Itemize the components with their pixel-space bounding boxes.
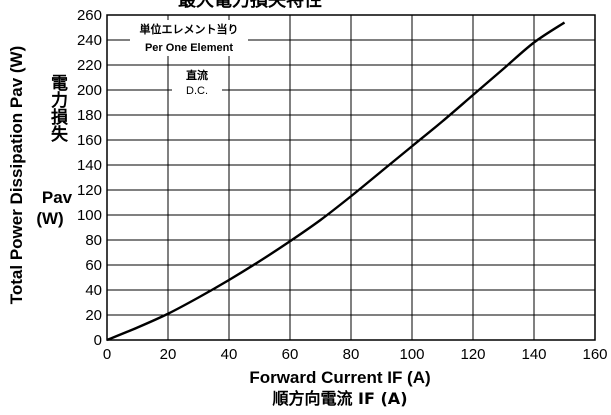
grid-lines	[106, 14, 596, 341]
y-tick-label: 80	[85, 232, 102, 249]
y-tick-label: 260	[77, 7, 102, 24]
y-tick-label: 40	[85, 282, 102, 299]
element-label-en: Per One Element	[145, 42, 233, 54]
plot-frame	[106, 14, 596, 341]
y-axis-title-jp: 電力損失	[47, 74, 68, 143]
x-tick-label: 20	[160, 346, 177, 363]
element-label-jp: 単位エレメント当り	[140, 22, 239, 36]
element-label-bg	[130, 20, 248, 56]
y-tick-label: 220	[77, 57, 102, 74]
x-tick-label: 140	[521, 346, 546, 363]
x-tick-label: 160	[582, 346, 607, 363]
x-tick-label: 40	[221, 346, 238, 363]
y-tick-label: 100	[77, 207, 102, 224]
y-tick-label: 20	[85, 307, 102, 324]
y-tick-label: 180	[77, 107, 102, 124]
x-tick-label: 0	[103, 346, 111, 363]
dc-label-en: D.C.	[186, 85, 208, 97]
annotations: 単位エレメント当り Per One Element 直流 D.C.	[130, 20, 248, 102]
y-tick-label: 120	[77, 182, 102, 199]
y-tick-label: 160	[77, 132, 102, 149]
dc-label-bg	[172, 68, 222, 102]
x-axis-title: Forward Current IF (A)	[249, 368, 430, 387]
y-axis-symbol: Pav	[42, 188, 73, 207]
y-tick-label: 0	[94, 332, 102, 349]
x-axis-title-jp: 順方向電流 IF (A)	[271, 389, 407, 408]
y-tick-label: 140	[77, 157, 102, 174]
x-tick-label: 120	[460, 346, 485, 363]
y-axis-unit: (W)	[36, 209, 63, 228]
x-tick-label: 60	[282, 346, 299, 363]
y-tick-label: 200	[77, 82, 102, 99]
y-tick-label: 60	[85, 257, 102, 274]
y-axis-title: Total Power Dissipation Pav (W)	[7, 46, 26, 305]
x-tick-label: 80	[343, 346, 360, 363]
tick-labels: 0 20 40 60 80 100 120 140 160 180 200 220 240 260 0 20 4…	[77, 7, 608, 363]
series-layer	[106, 21, 566, 342]
series-line-dc	[106, 21, 566, 342]
x-tick-label: 100	[399, 346, 424, 363]
dc-label-jp: 直流	[186, 68, 208, 82]
y-tick-label: 240	[77, 32, 102, 49]
chart-title: 最大電力損失特性	[178, 0, 322, 11]
